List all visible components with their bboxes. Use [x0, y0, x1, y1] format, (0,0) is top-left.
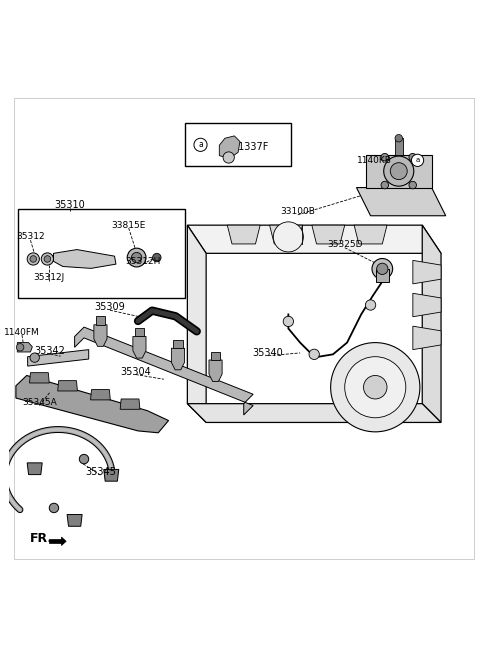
- Circle shape: [309, 349, 319, 359]
- Polygon shape: [74, 327, 253, 415]
- Circle shape: [381, 181, 388, 189]
- Bar: [376, 269, 389, 281]
- Bar: [135, 328, 144, 336]
- Polygon shape: [270, 225, 302, 244]
- Circle shape: [44, 256, 51, 262]
- Polygon shape: [28, 350, 89, 366]
- Circle shape: [41, 253, 53, 265]
- Circle shape: [381, 154, 388, 161]
- Polygon shape: [187, 225, 441, 254]
- Text: a: a: [198, 141, 203, 149]
- Circle shape: [27, 253, 39, 265]
- Circle shape: [377, 263, 388, 275]
- Circle shape: [345, 357, 406, 418]
- Polygon shape: [94, 325, 107, 346]
- Polygon shape: [228, 225, 260, 244]
- Polygon shape: [413, 260, 441, 284]
- Bar: [18, 209, 185, 298]
- Text: 35345: 35345: [85, 467, 116, 477]
- Circle shape: [30, 353, 39, 362]
- Circle shape: [363, 376, 387, 399]
- Text: a: a: [415, 157, 420, 164]
- Circle shape: [16, 344, 24, 351]
- Text: FR.: FR.: [30, 532, 53, 545]
- Text: 35312H: 35312H: [125, 257, 160, 266]
- Polygon shape: [49, 539, 63, 543]
- Polygon shape: [17, 342, 32, 352]
- Circle shape: [194, 138, 207, 151]
- Polygon shape: [27, 463, 42, 474]
- Polygon shape: [171, 348, 184, 370]
- Polygon shape: [354, 225, 387, 244]
- Polygon shape: [29, 373, 49, 383]
- Polygon shape: [16, 376, 168, 433]
- Text: 35325D: 35325D: [327, 240, 362, 250]
- Circle shape: [409, 154, 417, 161]
- Bar: [96, 316, 105, 325]
- Circle shape: [365, 300, 376, 310]
- Text: 31337F: 31337F: [233, 142, 269, 152]
- Circle shape: [132, 252, 142, 263]
- Circle shape: [153, 254, 161, 261]
- Text: 33100B: 33100B: [280, 208, 315, 217]
- Circle shape: [384, 156, 414, 186]
- Polygon shape: [61, 537, 66, 545]
- Polygon shape: [312, 225, 345, 244]
- Text: 35342: 35342: [35, 346, 66, 356]
- Polygon shape: [120, 399, 140, 409]
- Polygon shape: [58, 380, 77, 391]
- Circle shape: [395, 135, 403, 142]
- Text: 35340: 35340: [253, 348, 284, 358]
- Text: 35312: 35312: [16, 233, 45, 241]
- Polygon shape: [104, 470, 119, 481]
- Bar: [173, 340, 183, 348]
- Polygon shape: [395, 138, 403, 154]
- Circle shape: [273, 222, 303, 252]
- Bar: [185, 123, 291, 166]
- Circle shape: [411, 154, 424, 166]
- Circle shape: [127, 248, 146, 267]
- Polygon shape: [67, 514, 82, 526]
- Circle shape: [390, 163, 407, 179]
- Polygon shape: [413, 293, 441, 317]
- Text: 33815E: 33815E: [111, 221, 146, 230]
- Polygon shape: [91, 390, 110, 400]
- Circle shape: [223, 152, 234, 163]
- Circle shape: [30, 256, 36, 262]
- Polygon shape: [53, 250, 116, 268]
- Text: 35310: 35310: [55, 200, 85, 210]
- Text: 35304: 35304: [120, 367, 151, 376]
- Circle shape: [331, 342, 420, 432]
- Polygon shape: [187, 225, 206, 422]
- Circle shape: [372, 258, 393, 279]
- Text: 1140KB: 1140KB: [357, 156, 392, 165]
- Bar: [211, 351, 220, 360]
- Polygon shape: [366, 154, 432, 187]
- Circle shape: [283, 316, 294, 327]
- Circle shape: [79, 455, 89, 464]
- Polygon shape: [413, 326, 441, 350]
- Polygon shape: [422, 225, 441, 422]
- Circle shape: [409, 181, 417, 189]
- Polygon shape: [219, 136, 240, 158]
- Text: 35312J: 35312J: [33, 273, 64, 283]
- Text: 1140FM: 1140FM: [4, 328, 40, 337]
- Polygon shape: [357, 187, 446, 215]
- Text: 35345A: 35345A: [22, 398, 57, 407]
- Polygon shape: [187, 403, 441, 422]
- Circle shape: [49, 503, 59, 512]
- Text: 35309: 35309: [95, 302, 125, 312]
- Polygon shape: [209, 360, 222, 382]
- Polygon shape: [133, 336, 146, 358]
